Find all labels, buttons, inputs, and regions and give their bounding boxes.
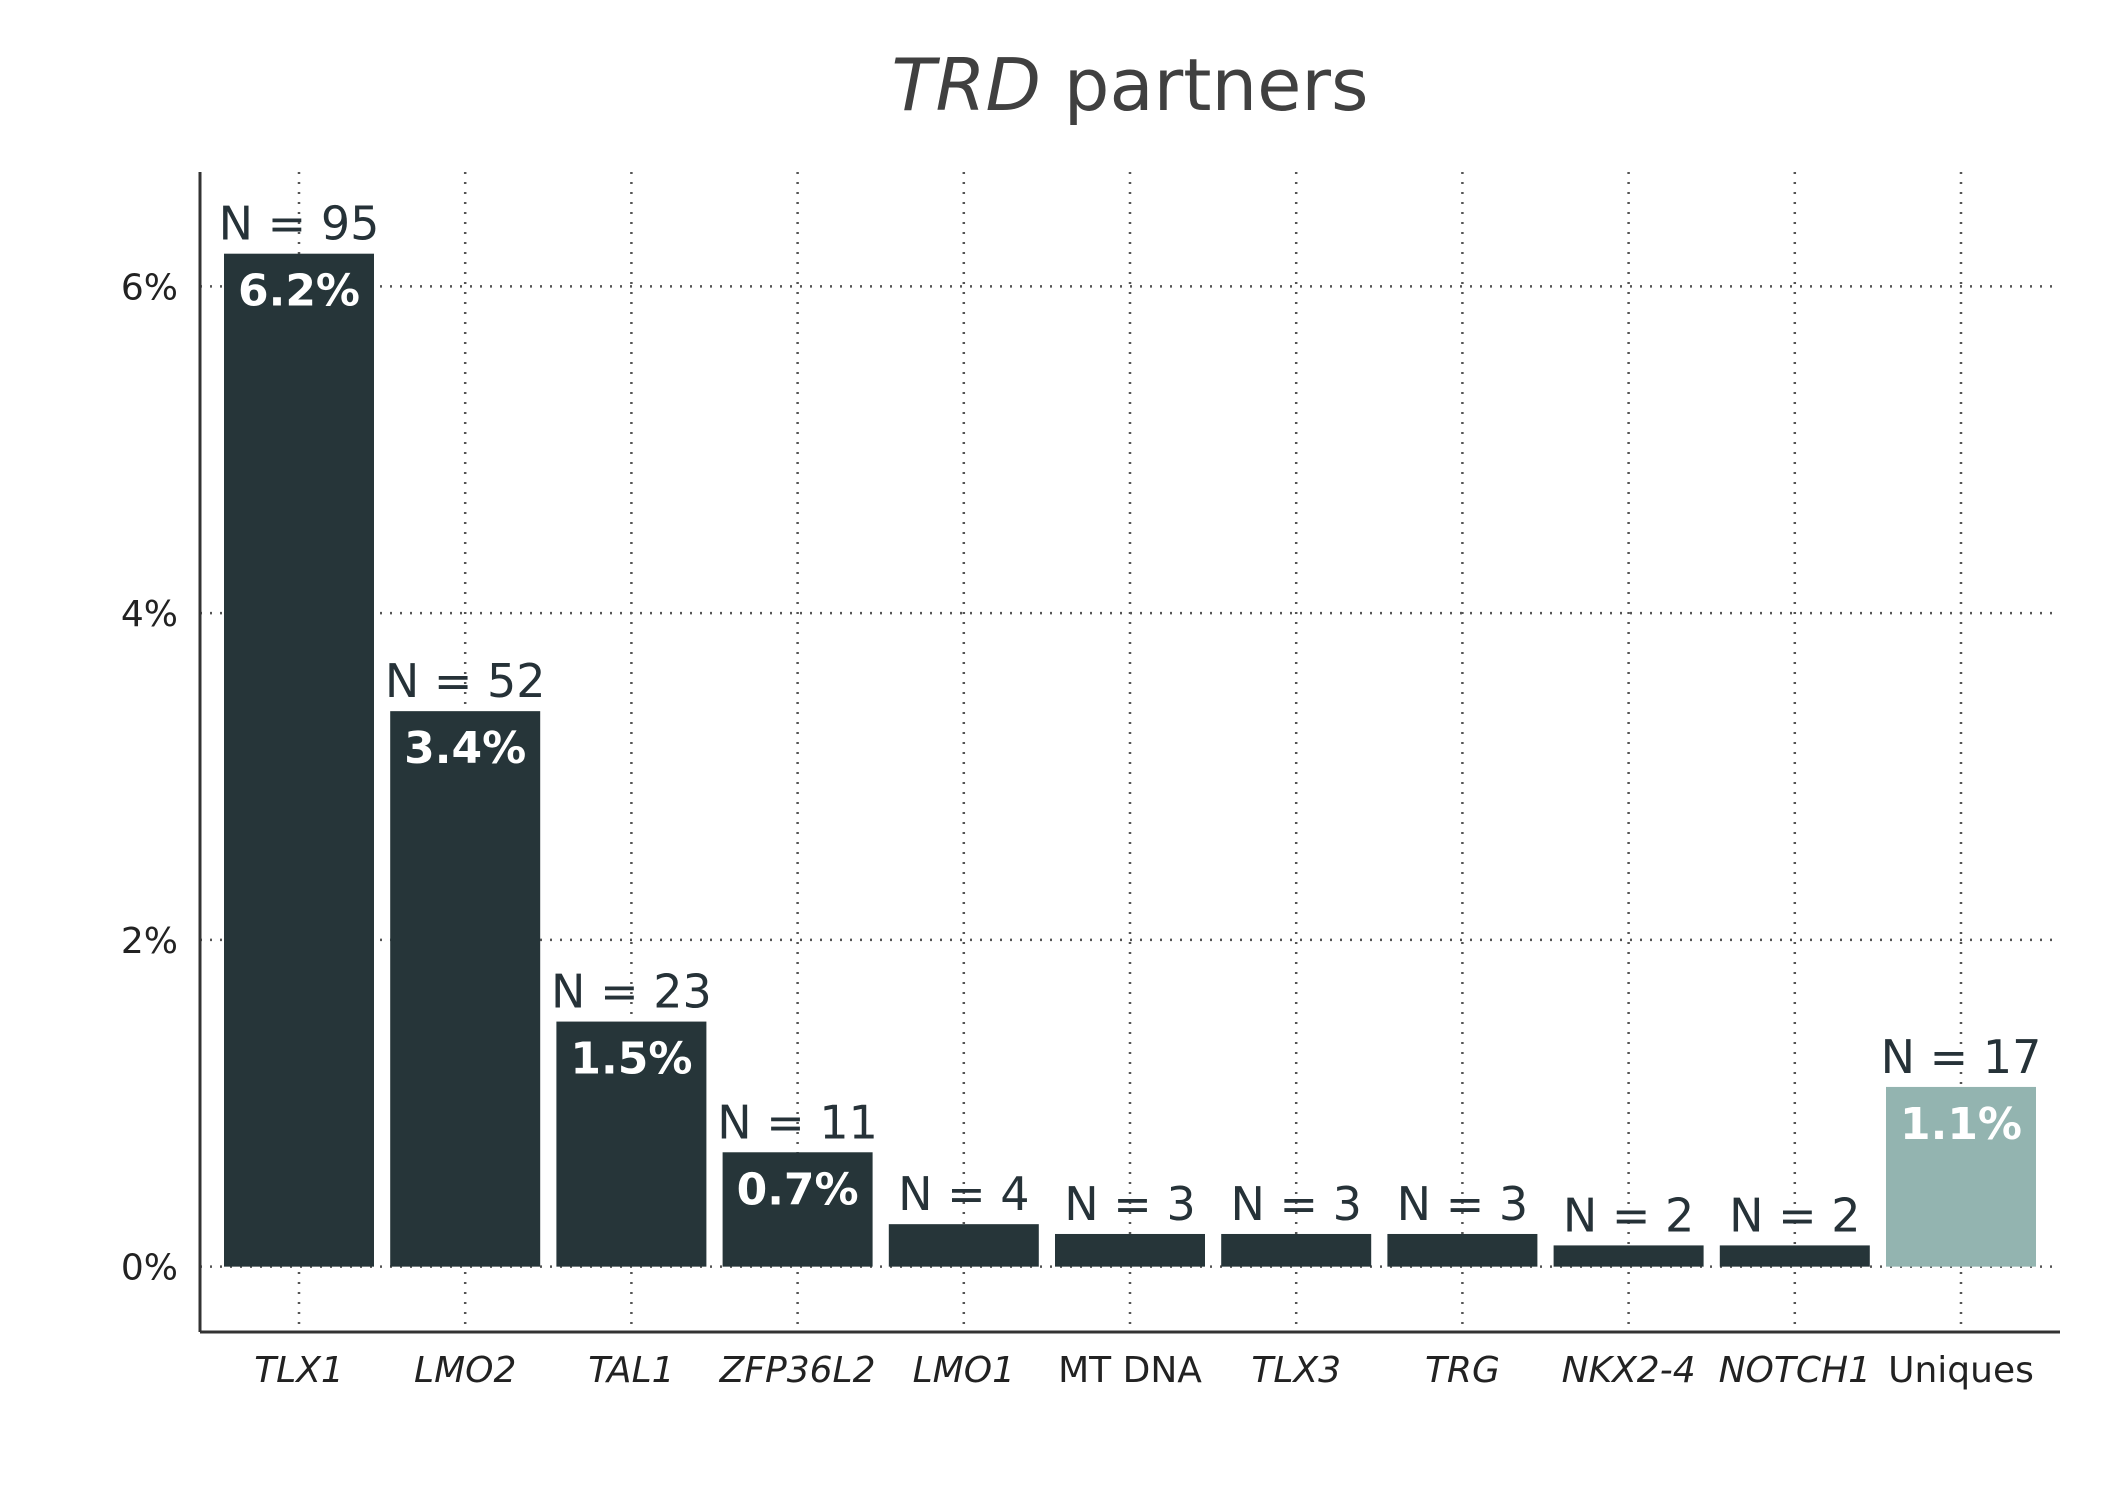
bar [1221,1233,1372,1267]
y-tick-label: 6% [121,267,178,308]
bar-n-label: N = 95 [219,197,380,251]
bar-n-label: N = 23 [551,965,712,1019]
x-tick-label: MT DNA [1058,1350,1202,1391]
bar [1553,1245,1704,1267]
bar [1055,1233,1205,1267]
x-tick-label: TLX1 [254,1350,344,1391]
bar [888,1224,1039,1267]
x-tick-label: ZFP36L2 [719,1350,876,1391]
bar-percent-label: 1.5% [570,1034,692,1085]
x-tick-label: TAL1 [588,1350,674,1391]
bar-n-label: N = 52 [385,654,546,708]
bar [1886,1086,2036,1267]
axis-layer [198,172,2060,1334]
label-layer: 0% 2% 4% 6% N = 95 6.2% TLX1 N = 52 3.4% LMO2 N = … [121,197,2041,1391]
bar-n-label: N = 3 [1397,1177,1528,1231]
bar-layer [224,253,2036,1267]
bar-n-label: N = 4 [898,1167,1029,1221]
bar [722,1152,873,1267]
bar-n-label: N = 3 [1064,1177,1195,1231]
x-tick-label: NKX2-4 [1562,1350,1696,1391]
bar-n-label: N = 17 [1881,1030,2042,1084]
x-tick-label: TRG [1425,1350,1500,1391]
bar-percent-label: 3.4% [404,723,526,774]
bar-percent-label: 6.2% [238,266,360,317]
bar [1719,1245,1870,1267]
x-tick-label: NOTCH1 [1719,1350,1871,1391]
chart-title: TRD partners [891,43,1368,127]
bar-n-label: N = 2 [1563,1188,1694,1242]
y-tick-label: 2% [121,921,178,962]
bar [224,253,374,1267]
x-tick-label: LMO1 [913,1350,1015,1391]
bar-n-label: N = 3 [1230,1177,1361,1231]
chart-title-rest: partners [1041,43,1369,127]
y-tick-label: 4% [121,594,178,635]
x-tick-label: TLX3 [1251,1350,1341,1391]
bar-n-label: N = 11 [717,1095,878,1149]
x-tick-label: Uniques [1888,1350,2034,1391]
bar [1387,1233,1538,1267]
bar [390,711,541,1267]
chart-title-italic: TRD [891,43,1040,127]
bar-percent-label: 1.1% [1900,1099,2022,1150]
bar-percent-label: 0.7% [737,1164,859,1215]
y-tick-label: 0% [121,1248,178,1289]
bar [556,1021,707,1267]
bar-n-label: N = 2 [1729,1188,1860,1242]
x-tick-label: LMO2 [414,1350,516,1391]
